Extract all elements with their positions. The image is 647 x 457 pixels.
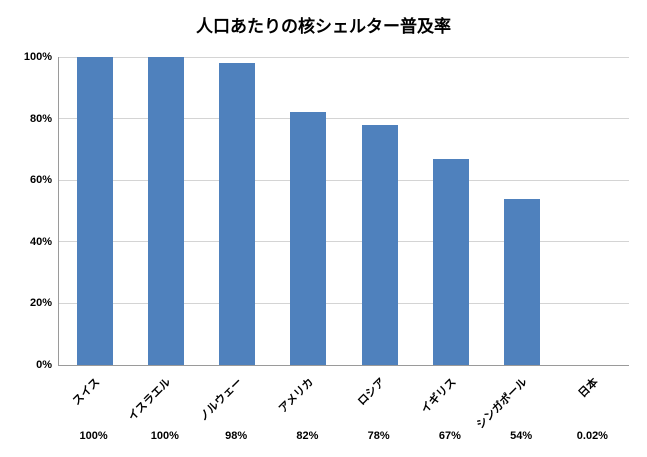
y-axis-tick-label: 100% <box>23 51 52 63</box>
bar-3 <box>290 112 327 365</box>
value-label: 82% <box>296 430 319 442</box>
value-label: 98% <box>225 430 248 442</box>
x-axis-category-label: シンガポール <box>474 376 530 432</box>
value-label: 100% <box>79 430 108 442</box>
value-labels: 100% 100% 98% 82% 78% 67% 54% 0.02% <box>58 430 628 446</box>
bar-4 <box>361 124 398 365</box>
gridline <box>59 241 629 243</box>
y-axis: 0% 20% 40% 60% 80% 100% <box>0 51 52 371</box>
bar-0 <box>76 57 113 365</box>
gridline <box>59 118 629 120</box>
y-axis-tick-label: 60% <box>29 174 52 187</box>
y-axis-tick-label: 0% <box>36 359 52 371</box>
x-axis-category-label: スイス <box>70 376 103 408</box>
bar-6 <box>504 198 541 365</box>
value-label: 54% <box>510 430 533 442</box>
y-axis-tick-label: 40% <box>29 235 52 248</box>
value-label: 0.02% <box>576 430 608 442</box>
y-axis-tick-label: 20% <box>29 297 52 310</box>
x-axis-category-label: イギリス <box>418 376 459 416</box>
bar-5 <box>432 158 469 365</box>
gridline <box>59 179 629 181</box>
chart-title: 人口あたりの核シェルター普及率 <box>196 17 451 36</box>
gridline <box>59 56 629 58</box>
x-axis-category-label: 日本 <box>576 376 601 401</box>
value-label: 67% <box>438 430 461 442</box>
plot-area <box>58 56 629 366</box>
value-label: 100% <box>150 430 179 442</box>
gridline <box>59 302 629 304</box>
bar-2 <box>219 63 256 365</box>
y-axis-tick-label: 80% <box>29 112 52 125</box>
bar-1 <box>147 57 184 365</box>
x-axis-category-label: イスラエル <box>126 376 174 424</box>
x-axis-category-label: アメリカ <box>276 376 316 416</box>
value-label: 78% <box>367 430 390 442</box>
x-axis-category-label: ノルウェー <box>197 376 245 424</box>
x-axis-labels: スイス イスラエル ノルウェー アメリカ ロシア イギリス シンガポール 日本 <box>58 372 628 431</box>
x-axis-category-label: ロシア <box>355 376 388 408</box>
